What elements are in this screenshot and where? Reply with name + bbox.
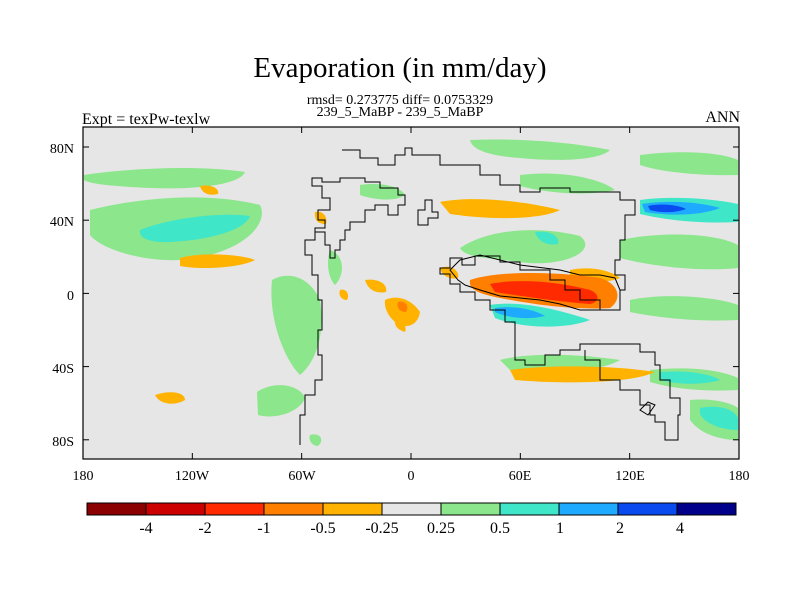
colorbar-label: 0.5: [490, 520, 510, 537]
colorbar-swatch: [499, 502, 560, 516]
season-label: ANN: [705, 109, 740, 126]
colorbar-label: -1: [257, 520, 270, 537]
y-axis-tick-labels: 80N 40N 0 40S 80S: [50, 142, 74, 450]
experiment-label: Expt = texPw-texlw: [82, 111, 211, 128]
rmsd-diff-stats: rmsd= 0.273775 diff= 0.0753329: [306, 93, 494, 108]
colorbar-swatch: [263, 502, 324, 516]
colorbar-swatch: [617, 502, 678, 516]
continent-outlines: [299, 147, 681, 445]
colorbar-label: 0.25: [427, 520, 455, 537]
colorbar-labels: -4 -2 -1 -0.5 -0.25 0.25 0.5 1 2 4: [139, 520, 684, 537]
y-tick-label: 80S: [52, 435, 74, 450]
x-tick-label: 120E: [615, 469, 645, 484]
y-tick-label: 80N: [50, 142, 74, 157]
colorbar: [86, 502, 737, 516]
axis-tick-marks: [82, 127, 740, 459]
experiment-period-label: 239_5_MaBP - 239_5_MaBP: [316, 105, 484, 120]
colorbar-swatch: [440, 502, 501, 516]
x-tick-label: 120W: [175, 469, 210, 484]
y-tick-label: 40S: [52, 362, 74, 377]
colorbar-swatch: [558, 502, 619, 516]
colorbar-label: 2: [616, 520, 624, 537]
colorbar-swatch: [381, 502, 442, 516]
x-tick-label: 60W: [288, 469, 316, 484]
colorbar-swatch: [86, 502, 147, 516]
positive-anomaly-very-high-regions: [648, 204, 686, 213]
x-tick-label: 180: [73, 469, 94, 484]
colorbar-swatch: [145, 502, 206, 516]
colorbar-swatch: [204, 502, 265, 516]
x-axis-tick-labels: 180 120W 60W 0 60E 120E 180: [73, 469, 750, 484]
x-tick-label: 60E: [509, 469, 532, 484]
negative-anomaly-high-regions: [490, 281, 598, 304]
colorbar-label: -0.25: [365, 520, 398, 537]
x-tick-label: 0: [408, 469, 415, 484]
colorbar-label: 4: [676, 520, 684, 537]
colorbar-label: -4: [139, 520, 152, 537]
colorbar-swatch: [322, 502, 383, 516]
map-title: Evaporation (in mm/day): [253, 52, 547, 84]
x-tick-label: 180: [729, 469, 750, 484]
colorbar-swatch: [676, 502, 737, 516]
y-tick-label: 40N: [50, 215, 74, 230]
colorbar-label: -2: [198, 520, 211, 537]
colorbar-label: -0.5: [310, 520, 335, 537]
negative-anomaly-low-regions: [155, 185, 655, 404]
colorbar-label: 1: [556, 520, 564, 537]
y-tick-label: 0: [67, 289, 74, 304]
